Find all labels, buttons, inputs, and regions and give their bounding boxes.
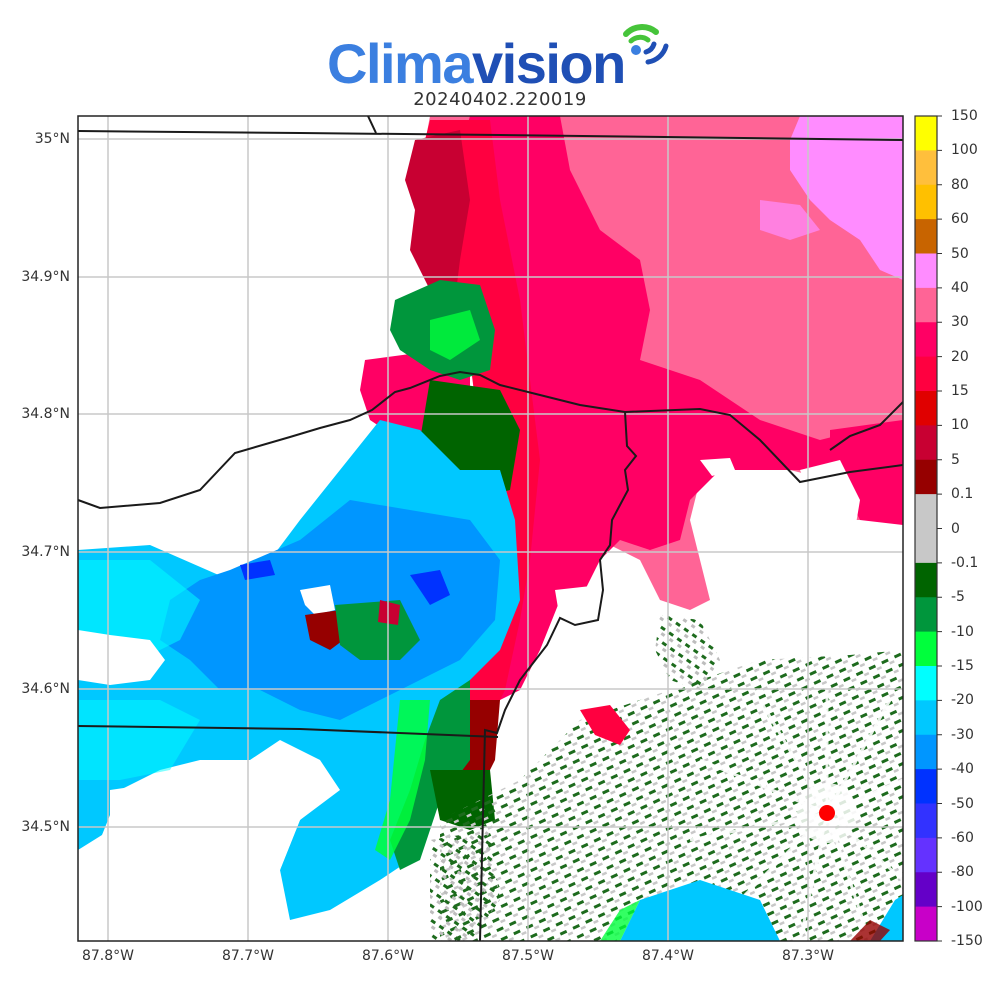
- colorbar-tick: -20: [951, 692, 974, 709]
- logo-text-clima: Clima: [327, 32, 474, 95]
- colorbar-swatch: [915, 322, 937, 358]
- colorbar-tick: -10: [951, 623, 974, 640]
- colorbar-tick: 0: [951, 520, 960, 537]
- colorbar-frame: [914, 115, 938, 942]
- y-tick-34.6n: 34.6°N: [21, 681, 70, 697]
- radar-field: [78, 116, 903, 941]
- climavision-logo: Clima vision: [327, 30, 626, 95]
- colorbar-swatch: [915, 906, 937, 942]
- colorbar-swatch: [915, 184, 937, 220]
- colorbar-tick: 60: [951, 211, 969, 228]
- colorbar-tick: 80: [951, 176, 969, 193]
- y-tick-34.9n: 34.9°N: [21, 269, 70, 285]
- x-tick-87.4w: 87.4°W: [641, 948, 695, 964]
- y-tick-34.5n: 34.5°N: [21, 819, 70, 835]
- colorbar: [915, 115, 942, 942]
- colorbar-tick: -40: [951, 761, 974, 778]
- colorbar-swatch: [915, 837, 937, 873]
- colorbar-tick: 40: [951, 279, 969, 296]
- colorbar-swatch: [915, 769, 937, 804]
- colorbar-swatch: [915, 219, 937, 254]
- y-tick-34.7n: 34.7°N: [21, 544, 70, 560]
- colorbar-swatch: [915, 872, 937, 908]
- political-boundaries: [78, 116, 903, 941]
- colorbar-tick: -5: [951, 589, 965, 606]
- x-tick-87.6w: 87.6°W: [361, 948, 415, 964]
- colorbar-tick: 100: [951, 142, 978, 159]
- colorbar-swatch: [915, 459, 937, 495]
- colorbar-tick: -30: [951, 726, 974, 743]
- colorbar-swatch: [915, 562, 937, 598]
- colorbar-swatch: [915, 631, 937, 667]
- colorbar-swatch: [915, 425, 937, 461]
- colorbar-swatch: [915, 253, 937, 289]
- colorbar-swatch: [915, 150, 937, 186]
- colorbar-swatch: [915, 356, 937, 392]
- colorbar-tick: -0.1: [951, 554, 979, 571]
- colorbar-tick: 150: [951, 108, 978, 124]
- colorbar-swatch: [915, 528, 937, 564]
- colorbar-swatch: [915, 597, 937, 633]
- logo-text-vision: vision: [472, 32, 626, 95]
- colorbar-tick: 20: [951, 348, 969, 365]
- colorbar-tick: 0.1: [951, 486, 974, 503]
- colorbar-tick: -150: [951, 933, 983, 949]
- colorbar-tick: -100: [951, 898, 983, 915]
- scan-timestamp: 20240402.220019: [413, 89, 587, 110]
- colorbar-tick: -50: [951, 795, 974, 812]
- colorbar-swatch: [915, 666, 937, 701]
- y-tick-34.8n: 34.8°N: [21, 406, 70, 422]
- colorbar-swatch: [915, 116, 937, 151]
- colorbar-tick: 50: [951, 245, 969, 262]
- colorbar-tick: 30: [951, 314, 969, 331]
- x-tick-87.8w: 87.8°W: [81, 948, 135, 964]
- x-tick-87.3w: 87.3°W: [781, 948, 835, 964]
- gridlines: [78, 116, 903, 941]
- colorbar-tick: 5: [951, 451, 960, 468]
- radar-site-marker: [819, 805, 835, 821]
- x-tick-87.7w: 87.7°W: [221, 948, 275, 964]
- colorbar-swatch: [915, 391, 937, 426]
- signal-wave-icon: [623, 24, 669, 65]
- colorbar-swatch: [915, 287, 937, 323]
- colorbar-swatch: [915, 700, 937, 736]
- plot-frame: [77, 115, 904, 942]
- colorbar-tick: -15: [951, 658, 974, 674]
- x-tick-87.5w: 87.5°W: [501, 948, 555, 964]
- colorbar-swatch: [915, 494, 937, 529]
- colorbar-tick: 15: [951, 383, 969, 399]
- colorbar-swatch: [915, 803, 937, 839]
- colorbar-swatch: [915, 734, 937, 770]
- y-tick-35n: 35°N: [34, 131, 70, 147]
- colorbar-tick: 10: [951, 417, 969, 434]
- colorbar-tick: -80: [951, 864, 974, 881]
- colorbar-tick: -60: [951, 829, 974, 846]
